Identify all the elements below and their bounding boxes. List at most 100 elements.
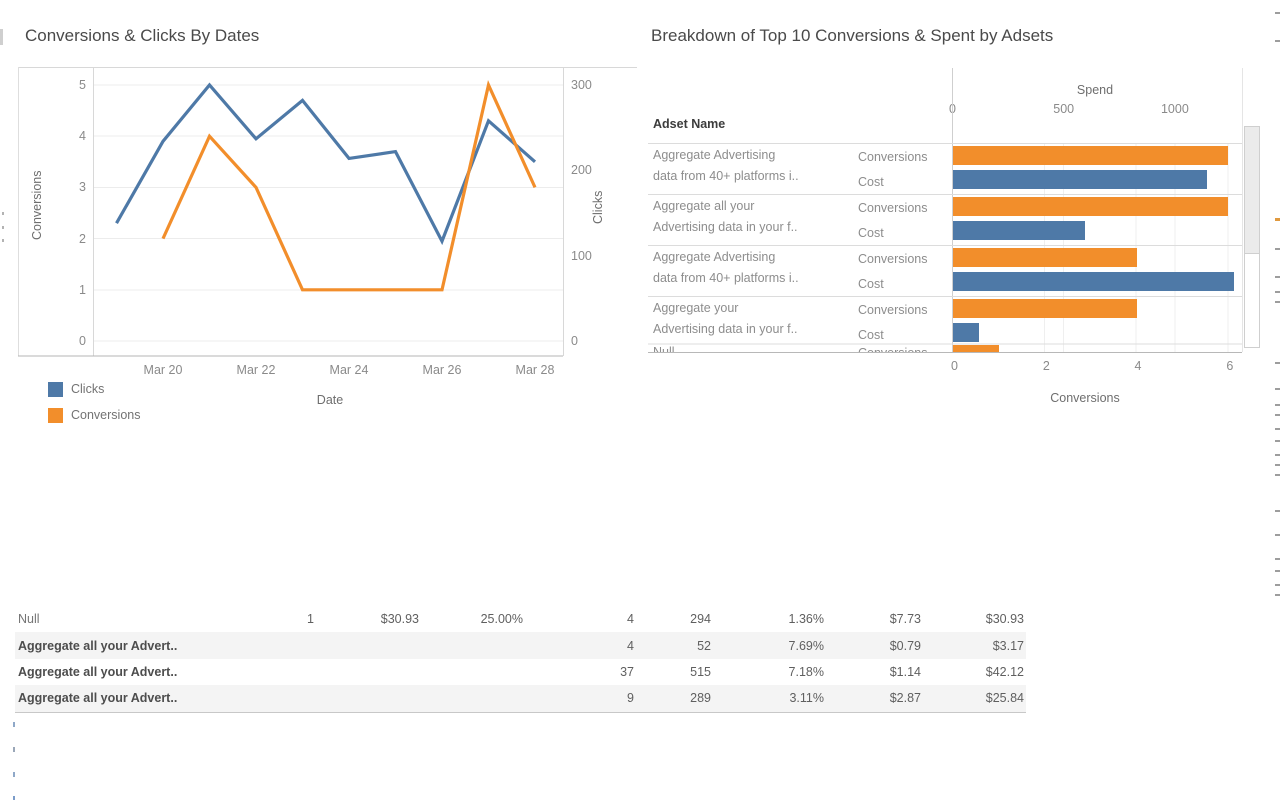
value-cell: $42.12 xyxy=(985,664,1024,679)
line-chart-plot[interactable] xyxy=(0,0,650,430)
conversions-swatch xyxy=(48,407,63,423)
value-cell: 4 xyxy=(627,612,634,627)
measure-label-conversions: Conversions xyxy=(858,303,928,317)
edge-fragment xyxy=(1275,584,1280,586)
left-y-tick: 2 xyxy=(79,231,86,246)
adset-name-line1: Aggregate Advertising xyxy=(653,250,776,264)
conversions-bar[interactable] xyxy=(953,197,1229,216)
table-row[interactable]: Aggregate all your Advert.. 9 289 3.11% $2.8… xyxy=(15,685,1026,712)
edge-fragment xyxy=(1275,218,1280,221)
measure-label-conversions: Conversions xyxy=(858,150,928,164)
value-cell: $30.93 xyxy=(380,612,419,627)
legend-label: Clicks xyxy=(71,382,105,396)
edge-fragment xyxy=(1275,40,1280,42)
x-tick: Mar 26 xyxy=(422,363,462,377)
adset-name-line1: Aggregate all your xyxy=(653,199,755,213)
value-cell: 37 xyxy=(620,664,634,679)
cost-bar[interactable] xyxy=(953,221,1086,240)
value-cell: 25.00% xyxy=(480,612,523,627)
conversions-axis-title: Conversions xyxy=(1050,391,1120,405)
edge-fragment xyxy=(1275,534,1280,536)
edge-fragment xyxy=(1275,362,1280,364)
left-y-tick: 1 xyxy=(79,282,86,297)
conversions-bar[interactable] xyxy=(953,345,999,352)
conversions-bar[interactable] xyxy=(953,248,1137,267)
row-name-cell: Aggregate all your Advert.. xyxy=(18,638,178,653)
right-y-tick: 100 xyxy=(571,248,592,263)
adset-name-line1: Aggregate Advertising xyxy=(653,148,776,162)
table-row[interactable]: Aggregate all your Advert.. 37 515 7.18% $1.… xyxy=(15,659,1026,685)
row-name-cell: Null xyxy=(18,612,40,627)
conversions-tick: 0 xyxy=(951,359,958,373)
data-table: Null 1 $30.93 25.00% 4 294 1.36% $7.73 $30.93 Agg… xyxy=(15,606,1026,713)
measure-label-cost: Cost xyxy=(858,277,884,291)
cost-bar[interactable] xyxy=(953,323,979,342)
measure-label-conversions: Conversions xyxy=(858,252,928,266)
adset-name-line2: Advertising data in your f.. xyxy=(653,220,798,234)
edge-fragment xyxy=(1275,464,1280,466)
cost-bar[interactable] xyxy=(953,170,1207,189)
adset-name-line1: Aggregate your xyxy=(653,301,739,315)
line-chart-title: Conversions & Clicks By Dates xyxy=(25,26,260,45)
table-row[interactable]: Aggregate all your Advert.. 4 52 7.69% $0.79… xyxy=(15,632,1026,659)
cost-bar[interactable] xyxy=(953,272,1235,291)
measure-label-cost: Cost xyxy=(858,328,884,342)
edge-fragment xyxy=(1275,301,1280,303)
edge-fragment xyxy=(1275,474,1280,476)
measure-label-conversions: Conversions xyxy=(858,201,928,215)
conversions-bar[interactable] xyxy=(953,299,1137,318)
value-cell: 1.36% xyxy=(788,612,824,627)
edge-fragment xyxy=(1275,414,1280,416)
conversions-bar[interactable] xyxy=(953,146,1229,165)
spend-tick: 500 xyxy=(1053,102,1075,116)
edge-fragment xyxy=(2,212,4,215)
value-cell: 515 xyxy=(690,664,711,679)
value-cell: 9 xyxy=(627,691,634,706)
edge-fragment xyxy=(1275,291,1280,293)
adset-name-header[interactable]: Adset Name xyxy=(653,117,726,131)
legend-item-conversions[interactable]: Conversions xyxy=(48,407,140,423)
adset-name-line2: data from 40+ platforms i.. xyxy=(653,271,799,285)
right-y-tick: 300 xyxy=(571,78,592,92)
value-cell: $30.93 xyxy=(985,612,1024,627)
left-y-tick: 3 xyxy=(79,180,86,195)
edge-fragment xyxy=(1275,454,1280,456)
spend-axis-title: Spend xyxy=(1076,83,1114,97)
edge-fragment xyxy=(1275,558,1280,560)
scrollbar-thumb[interactable] xyxy=(1245,127,1259,254)
edge-fragment xyxy=(1275,570,1280,572)
edge-fragment xyxy=(1275,594,1280,596)
conversions-tick: 4 xyxy=(1134,359,1142,373)
edge-fragment xyxy=(1275,510,1280,512)
edge-fragment xyxy=(1275,440,1280,442)
edge-fragment xyxy=(1275,12,1280,14)
legend-label: Conversions xyxy=(71,408,141,422)
value-cell: $0.79 xyxy=(889,638,921,653)
row-name-cell: Aggregate all your Advert.. xyxy=(18,691,178,706)
left-y-axis-title: Conversions xyxy=(30,170,44,240)
conversions-line[interactable] xyxy=(161,80,537,292)
x-tick: Mar 22 xyxy=(236,363,276,377)
left-y-tick: 4 xyxy=(79,129,86,144)
table-row[interactable]: Null 1 $30.93 25.00% 4 294 1.36% $7.73 $30.93 xyxy=(15,606,1026,632)
x-tick: Mar 28 xyxy=(515,363,555,377)
value-cell: $25.84 xyxy=(985,691,1024,706)
value-cell: 7.18% xyxy=(788,664,824,679)
x-axis-title: Date xyxy=(316,393,344,407)
edge-fragment xyxy=(1275,404,1280,406)
value-cell: $3.17 xyxy=(992,638,1024,653)
value-cell: $1.14 xyxy=(889,664,921,679)
value-cell: 7.69% xyxy=(788,638,824,653)
right-y-tick: 0 xyxy=(571,334,578,348)
conversions-tick: 6 xyxy=(1226,359,1234,373)
measure-label-cost: Cost xyxy=(858,226,884,240)
scrollbar[interactable] xyxy=(1244,126,1260,348)
measure-label-cost: Cost xyxy=(858,175,884,189)
line-chart-panel: Conversions & Clicks By Dates 0 1 2 3 4 5 0 10… xyxy=(0,0,650,430)
value-cell: $2.87 xyxy=(889,691,921,706)
legend-item-clicks[interactable]: Clicks xyxy=(48,381,104,397)
x-tick: Mar 24 xyxy=(329,363,369,377)
spend-tick: 1000 xyxy=(1160,102,1189,116)
value-cell: 3.11% xyxy=(789,691,824,706)
